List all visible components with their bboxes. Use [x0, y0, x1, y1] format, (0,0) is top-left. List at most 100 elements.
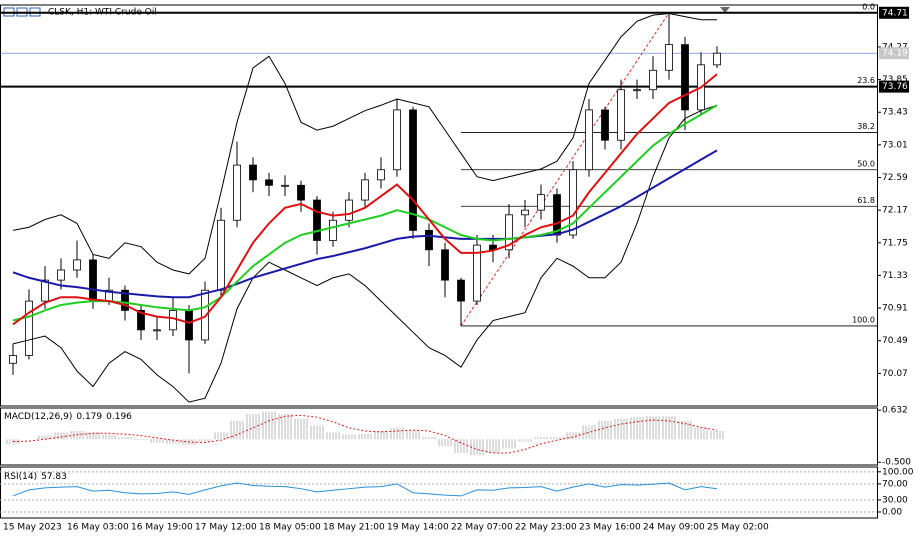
- candle-body: [41, 279, 49, 302]
- indicator-line: [12, 13, 717, 275]
- y-tick-label: 70.07: [882, 369, 908, 379]
- fib-label: 23.6: [857, 76, 875, 85]
- candle-body: [457, 279, 465, 302]
- fib-label: 50.0: [857, 159, 875, 168]
- fib-trend: [460, 12, 670, 327]
- candle-body: [57, 269, 65, 281]
- y-tick-label: 30.00: [882, 495, 908, 505]
- x-tick-label: 18 May 21:00: [323, 523, 385, 533]
- fib-label: 0.0: [862, 2, 875, 11]
- x-tick-label: 18 May 05:00: [259, 523, 321, 533]
- candle-body: [713, 52, 721, 66]
- candle-body: [185, 310, 193, 341]
- candle-body: [537, 194, 545, 211]
- candle-body: [233, 164, 241, 221]
- candle-body: [585, 109, 593, 171]
- candle-body: [649, 69, 657, 91]
- y-tick-label: 73.43: [882, 108, 908, 118]
- indicator-value: 57.83: [41, 472, 67, 482]
- indicator-label: MACD(12,26,9) 0.179 0.196: [4, 412, 132, 422]
- indicator-line: [12, 104, 718, 403]
- y-tick-label: 100.00: [882, 467, 914, 477]
- indicator-label: RSI(14) 57.83: [4, 472, 67, 482]
- candle-body: [409, 109, 417, 231]
- candle-body: [217, 219, 225, 291]
- indicator-line: [12, 73, 718, 326]
- candle-body: [505, 214, 513, 251]
- indicator-value: MACD(12,26,9): [4, 412, 72, 422]
- y-tick-label: 71.75: [882, 238, 908, 248]
- y-tick-label: 73.01: [882, 140, 908, 150]
- y-tick-label: 0.00: [882, 507, 902, 517]
- x-tick-label: 16 May 19:00: [131, 523, 193, 533]
- x-tick-label: 22 May 23:00: [515, 523, 577, 533]
- indicator-name: RSI(14): [4, 472, 37, 482]
- candle-body: [681, 44, 689, 111]
- last-price-label: 74.19: [882, 49, 908, 59]
- candle-body: [569, 169, 577, 236]
- price-tag-label: 74.71: [882, 8, 908, 18]
- x-tick-label: 25 May 02:00: [707, 523, 769, 533]
- candle-body: [281, 184, 289, 187]
- candle-body: [441, 249, 449, 281]
- panel-border: [0, 466, 878, 519]
- y-tick-label: 70.00: [882, 479, 908, 489]
- indicator-line: [12, 104, 718, 322]
- candle-body: [393, 109, 401, 171]
- marker: [720, 7, 730, 13]
- x-tick-label: 23 May 16:00: [579, 523, 641, 533]
- candle-body: [89, 259, 97, 302]
- y-tick-label: 72.17: [882, 206, 908, 216]
- candle-body: [329, 219, 337, 241]
- candle-body: [73, 259, 81, 271]
- fib-label: 61.8: [857, 196, 875, 205]
- candle-body: [473, 244, 481, 302]
- candle-body: [361, 179, 369, 201]
- candle-body: [137, 310, 145, 331]
- candle-body: [633, 89, 641, 92]
- candle-body: [297, 184, 305, 201]
- indicator-line: [12, 149, 718, 299]
- signal-line: [12, 414, 718, 454]
- candle-body: [665, 44, 673, 71]
- candle-body: [169, 310, 177, 331]
- price-tag: [879, 47, 909, 60]
- candle-body: [249, 164, 257, 181]
- panel-border: [0, 4, 878, 407]
- candle-body: [425, 229, 433, 251]
- y-tick-label: 70.49: [882, 336, 908, 346]
- indicator-value: 0.179: [76, 412, 102, 422]
- candle-body: [521, 209, 529, 216]
- fib-label: 100.0: [852, 315, 875, 324]
- price-tag-label: 73.76: [882, 82, 908, 92]
- candle-body: [265, 179, 273, 186]
- x-tick-label: 24 May 09:00: [643, 523, 705, 533]
- candle-body: [345, 199, 353, 221]
- x-tick-label: 15 May 2023: [3, 523, 62, 533]
- y-tick-label: 71.33: [882, 271, 908, 281]
- x-tick-label: 16 May 03:00: [67, 523, 129, 533]
- price-tag: [879, 80, 909, 93]
- price-tag: [879, 6, 909, 19]
- x-tick-label: 19 May 14:00: [387, 523, 449, 533]
- candle-body: [313, 199, 321, 241]
- indicator-value: 0.196: [106, 412, 132, 422]
- y-tick-label: 73.85: [882, 75, 908, 85]
- x-tick-label: 17 May 12:00: [195, 523, 257, 533]
- candle-body: [377, 169, 385, 181]
- candle-body: [121, 289, 129, 311]
- y-tick-label: 70.91: [882, 304, 908, 314]
- candle-body: [617, 89, 625, 141]
- panel-border: [0, 407, 878, 466]
- y-tick-label: 72.59: [882, 173, 908, 183]
- candle-body: [9, 355, 17, 364]
- y-tick-label: 0.632: [882, 406, 908, 416]
- x-tick-label: 22 May 07:00: [451, 523, 513, 533]
- candle-body: [153, 329, 161, 332]
- rsi-line: [12, 482, 718, 497]
- candle-body: [25, 300, 33, 356]
- fib-label: 38.2: [857, 122, 875, 131]
- candle-body: [601, 109, 609, 141]
